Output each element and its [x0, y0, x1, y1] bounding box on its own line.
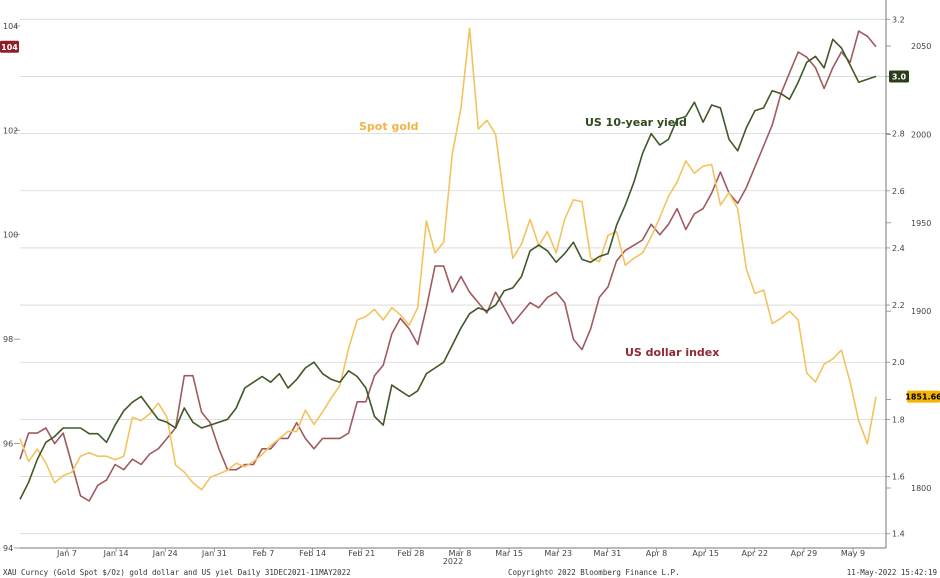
- svg-text:104: 104: [1, 43, 18, 52]
- svg-text:3.0: 3.0: [892, 72, 907, 81]
- yield-tick-label: 2.6: [892, 187, 905, 196]
- yield-tick-label: 2.4: [892, 244, 905, 253]
- badge-spot-gold: 1851.66: [905, 390, 940, 403]
- x-tick-label: Feb 28: [397, 549, 424, 558]
- series-group: [19, 27, 877, 502]
- left-tick-label: 98: [3, 335, 13, 344]
- gold-tick-label: 2000: [911, 130, 931, 139]
- x-tick-label: Mar 31: [593, 549, 621, 558]
- badge-10y-yield: 3.0: [889, 70, 909, 83]
- gold-tick-label: 1800: [911, 484, 931, 493]
- yield-tick-label: 2.8: [892, 130, 905, 139]
- footer-copyright: Copyright© 2022 Bloomberg Finance L.P.: [508, 568, 680, 577]
- left-tick-label: 104: [3, 22, 18, 31]
- x-tick-label: Apr 22: [741, 549, 768, 558]
- footer: XAU Curncy (Gold Spot $/Oz) gold dollar …: [3, 557, 937, 577]
- x-tick-label: May 9: [841, 549, 865, 558]
- yield-tick-label: 2.2: [892, 301, 905, 310]
- x-tick-label: Mar 15: [495, 549, 523, 558]
- badge-dollar-index: 104: [0, 40, 19, 53]
- series-line-spot-gold: [19, 27, 877, 491]
- yield-tick-label: 3.2: [892, 15, 905, 24]
- yield-tick-label: 1.4: [892, 530, 905, 539]
- yield-tick-label: 1.8: [892, 415, 905, 424]
- x-axis-year: 2022: [443, 557, 463, 566]
- gold-tick-label: 2050: [911, 42, 931, 51]
- x-tick-label: Apr 29: [791, 549, 818, 558]
- x-tick-label: Feb 14: [299, 549, 326, 558]
- left-tick-label: 102: [3, 126, 18, 135]
- grid: [20, 18, 886, 535]
- footer-left: XAU Curncy (Gold Spot $/Oz) gold dollar …: [3, 568, 351, 577]
- yield-tick-label: 1.6: [892, 473, 905, 482]
- x-tick-label: Feb 7: [253, 549, 275, 558]
- x-tick-label: Mar 23: [544, 549, 572, 558]
- left-tick-label: 100: [3, 231, 18, 240]
- x-tick-label: Jan 24: [152, 549, 178, 558]
- gold-tick-label: 1900: [911, 307, 931, 316]
- x-tick-label: Mar 8: [449, 549, 472, 558]
- x-tick-label: Jan 31: [201, 549, 227, 558]
- svg-text:1851.66: 1851.66: [905, 393, 940, 402]
- x-tick-label: Jan 7: [56, 549, 77, 558]
- axes: 9496981001021041800185019001950200020501…: [0, 15, 940, 558]
- x-tick-label: Apr 15: [692, 549, 719, 558]
- yield-tick-label: 2.0: [892, 358, 905, 367]
- left-tick-label: 94: [3, 544, 13, 553]
- plot-frame: [20, 0, 887, 549]
- x-tick-label: Apr 8: [646, 549, 667, 558]
- series-line-us-dollar-index: [19, 30, 877, 502]
- x-tick-label: Feb 21: [348, 549, 375, 558]
- left-tick-label: 96: [3, 440, 13, 449]
- series-label-us-10y-yield: US 10-year yield: [585, 116, 687, 129]
- series-label-us-dollar-index: US dollar index: [625, 346, 719, 359]
- series-line-us-10-year-yield: [19, 38, 877, 500]
- footer-timestamp: 11-May-2022 15:42:19: [847, 568, 937, 577]
- x-tick-label: Jan 14: [103, 549, 129, 558]
- annotations: Spot gold US 10-year yield US dollar ind…: [359, 116, 719, 359]
- series-label-spot-gold: Spot gold: [359, 120, 419, 133]
- gold-tick-label: 1950: [911, 219, 931, 228]
